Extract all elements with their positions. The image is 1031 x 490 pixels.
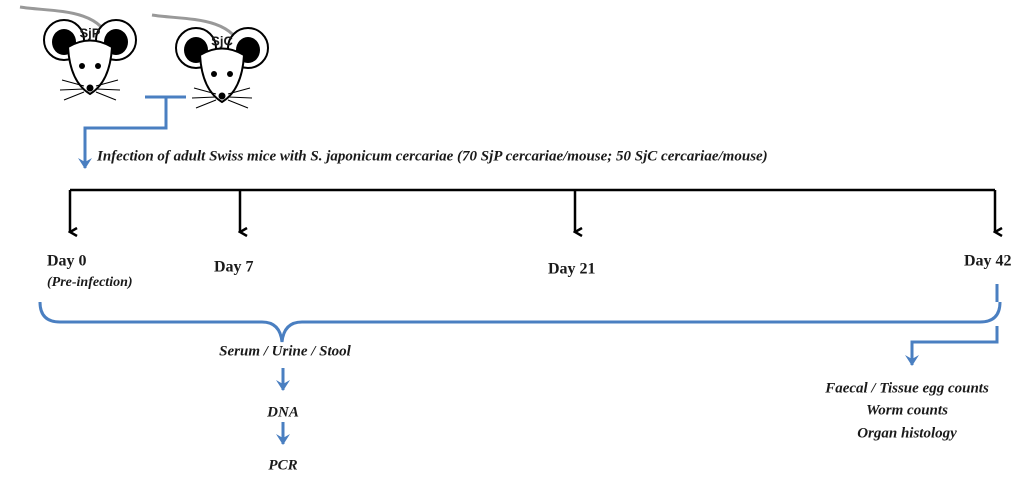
outcome-label: Worm counts xyxy=(866,402,948,418)
mouse-sjp: SjP xyxy=(18,5,138,102)
infection-connector xyxy=(85,95,186,168)
mouse-label: SjC xyxy=(211,33,233,48)
sample-label: PCR xyxy=(268,457,297,473)
timepoint-label: Day 0 xyxy=(47,253,87,270)
outcome-connector xyxy=(905,326,999,366)
outcome-label: Faecal / Tissue egg counts xyxy=(824,380,989,396)
sample-label: Serum / Urine / Stool xyxy=(219,343,352,359)
timepoint-label: Day 42 xyxy=(964,253,1012,270)
brace xyxy=(38,301,1002,343)
infection-text: Infection of adult Swiss mice with S. ja… xyxy=(96,148,768,164)
timepoint-note: (Pre-infection) xyxy=(47,275,133,290)
mouse-sjc: SjC xyxy=(150,13,270,110)
mouse-label: SjP xyxy=(80,25,101,40)
timepoint-label: Day 7 xyxy=(214,259,254,276)
sample-label: DNA xyxy=(266,404,299,420)
timeline xyxy=(70,188,995,232)
outcome-label: Organ histology xyxy=(857,425,957,441)
timepoint-label: Day 21 xyxy=(548,261,596,278)
